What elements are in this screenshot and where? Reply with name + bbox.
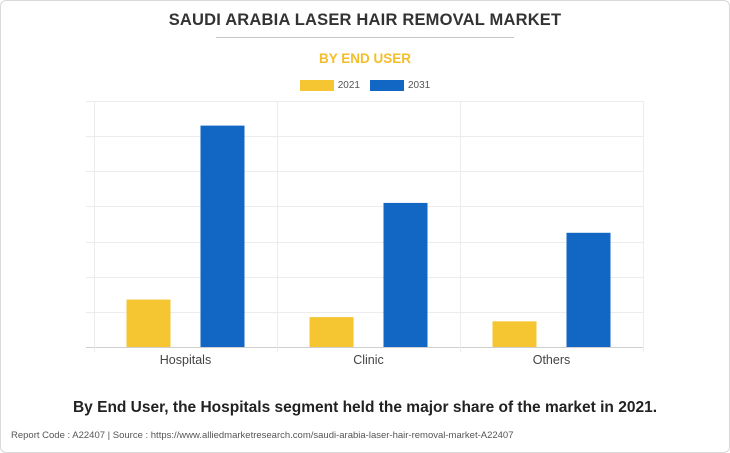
bar-hospitals-2021 — [126, 299, 171, 347]
chart-caption: By End User, the Hospitals segment held … — [72, 399, 657, 416]
legend-item-2021[interactable]: 2021 — [299, 80, 360, 91]
legend-swatch-2031 — [370, 80, 404, 91]
legend-item-2031[interactable]: 2031 — [370, 80, 430, 91]
legend-label-2021: 2021 — [337, 80, 360, 91]
bar-hospitals-2031 — [200, 125, 245, 347]
x-tick-label-clinic: Clinic — [353, 353, 384, 367]
legend: 2021 2031 — [0, 80, 730, 91]
legend-swatch-2021 — [299, 80, 334, 91]
chart-subtitle: BY END USER — [318, 51, 412, 66]
bar-others-2021 — [492, 321, 537, 347]
bar-clinic-2021 — [309, 317, 354, 347]
legend-label-2031: 2031 — [408, 80, 431, 91]
title-divider — [216, 37, 514, 38]
x-tick-label-others: Others — [533, 353, 571, 367]
chart-title: SAUDI ARABIA LASER HAIR REMOVAL MARKET — [168, 11, 562, 29]
report-source-footer: Report Code : A22407 | Source : https://… — [11, 430, 514, 441]
bar-others-2031 — [566, 232, 611, 347]
bar-clinic-2031 — [383, 202, 428, 347]
x-tick-label-hospitals: Hospitals — [160, 353, 211, 367]
